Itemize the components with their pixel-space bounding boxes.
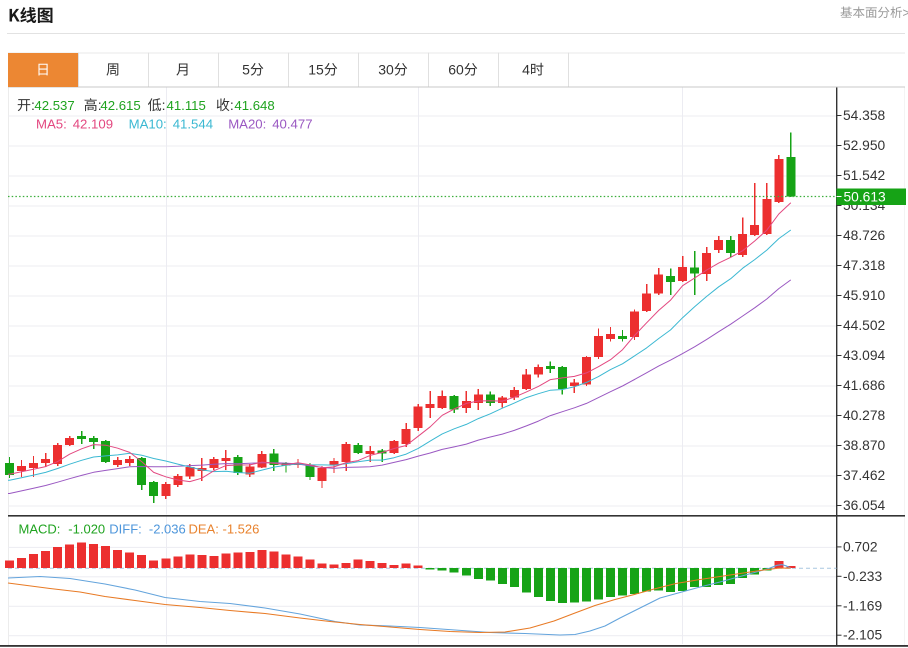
svg-text:41.544: 41.544 — [173, 117, 213, 132]
svg-text:60: 60 — [448, 62, 464, 78]
svg-text:-1.020: -1.020 — [68, 522, 105, 537]
svg-text:-1.526: -1.526 — [223, 522, 260, 537]
svg-text::: : — [98, 97, 102, 113]
svg-text:47.318: 47.318 — [843, 258, 886, 273]
svg-text::: : — [162, 97, 166, 113]
svg-text:51.542: 51.542 — [843, 168, 885, 183]
svg-text:-1.169: -1.169 — [843, 598, 882, 613]
svg-text:40.278: 40.278 — [843, 408, 886, 423]
svg-text:43.094: 43.094 — [843, 348, 886, 363]
svg-text:DIFF:: DIFF: — [109, 522, 142, 537]
svg-text::: : — [31, 97, 35, 113]
svg-text:MACD:: MACD: — [19, 522, 61, 537]
svg-text:40.477: 40.477 — [272, 117, 312, 132]
svg-text:-2.105: -2.105 — [843, 628, 882, 643]
svg-text:48.726: 48.726 — [843, 228, 886, 243]
svg-text:41.115: 41.115 — [167, 98, 206, 113]
svg-text:30: 30 — [378, 62, 394, 78]
svg-text:-2.036: -2.036 — [149, 522, 186, 537]
svg-text:42.109: 42.109 — [73, 117, 113, 132]
svg-text:42.537: 42.537 — [34, 98, 74, 113]
svg-text:54.358: 54.358 — [843, 108, 886, 123]
svg-text:>: > — [903, 6, 908, 20]
svg-text:MA5:: MA5: — [36, 117, 67, 132]
svg-text:42.615: 42.615 — [100, 98, 140, 113]
svg-text:-0.233: -0.233 — [843, 569, 882, 584]
svg-text:5: 5 — [242, 62, 250, 78]
svg-text:37.462: 37.462 — [843, 468, 885, 483]
svg-text:52.950: 52.950 — [843, 138, 886, 153]
svg-text:44.502: 44.502 — [843, 318, 885, 333]
svg-text:15: 15 — [308, 62, 324, 78]
svg-text:4: 4 — [522, 62, 530, 78]
svg-text:MA20:: MA20: — [228, 117, 266, 132]
svg-text:38.870: 38.870 — [843, 438, 886, 453]
svg-text:50.613: 50.613 — [844, 190, 887, 205]
svg-text::: : — [230, 97, 234, 113]
svg-text:MA10:: MA10: — [129, 117, 167, 132]
svg-text:45.910: 45.910 — [843, 288, 886, 303]
svg-text:0.702: 0.702 — [843, 539, 878, 554]
svg-text:36.054: 36.054 — [843, 498, 886, 513]
svg-text:DEA:: DEA: — [189, 522, 219, 537]
svg-text:41.686: 41.686 — [843, 378, 886, 393]
svg-text:41.648: 41.648 — [234, 98, 274, 113]
